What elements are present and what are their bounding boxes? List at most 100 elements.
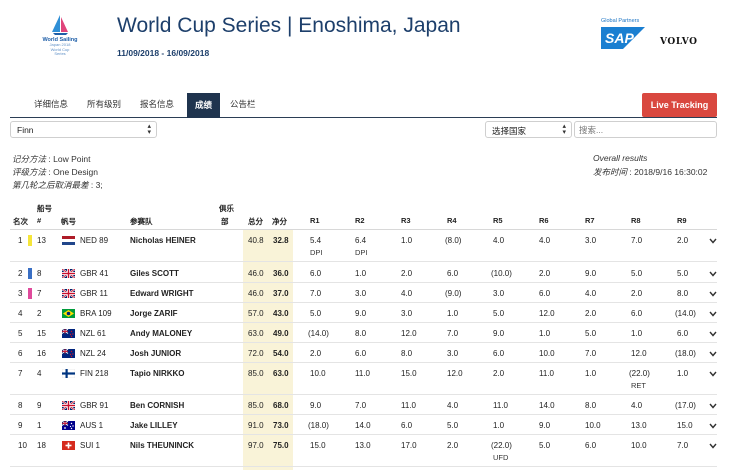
expand-chevron-icon[interactable] — [709, 350, 717, 357]
total-score-cell: 40.8 — [248, 236, 264, 245]
col-race-6[interactable]: R6 — [539, 216, 549, 225]
race-score-cell: 8.0 — [401, 349, 413, 358]
race-penalty-code: UFD — [493, 453, 509, 462]
col-race-3[interactable]: R3 — [401, 216, 411, 225]
tab-details[interactable]: 详细信息 — [34, 99, 69, 109]
col-race-9[interactable]: R9 — [677, 216, 687, 225]
race-score-cell: 3.0 — [585, 236, 597, 245]
sailor-name-link[interactable]: Nils THEUNINCK — [130, 441, 195, 450]
table-row[interactable] — [10, 363, 717, 395]
expand-chevron-icon[interactable] — [709, 422, 717, 429]
race-score-cell: 12.0 — [401, 329, 417, 338]
live-tracking-button[interactable]: Live Tracking — [642, 93, 717, 117]
col-race-8[interactable]: R8 — [631, 216, 641, 225]
table-row[interactable] — [10, 343, 717, 363]
sailor-name-link[interactable]: Tapio NIRKKO — [130, 369, 185, 378]
table-row[interactable] — [10, 230, 717, 262]
col-race-7[interactable]: R7 — [585, 216, 595, 225]
scoring-label: 记分方法 — [12, 154, 47, 164]
col-race-1[interactable]: R1 — [310, 216, 320, 225]
sailor-name-link[interactable]: Edward WRIGHT — [130, 289, 194, 298]
race-score-cell: 9.0 — [539, 421, 551, 430]
table-row[interactable] — [10, 283, 717, 303]
rating-value: One Design — [53, 167, 98, 177]
col-total[interactable]: 总分 — [248, 217, 263, 226]
table-row[interactable] — [10, 415, 717, 435]
sap-logo[interactable]: SAP — [601, 27, 645, 49]
flag-nzl-icon — [61, 328, 75, 338]
sailor-name-link[interactable]: Nicholas HEINER — [130, 236, 196, 245]
sap-logo-icon — [601, 27, 645, 49]
world-sailing-logo[interactable]: World Sailing Japan 2018 World Cup Serie… — [38, 14, 82, 62]
race-penalty-code: DPI — [310, 248, 323, 257]
expand-chevron-icon[interactable] — [709, 237, 717, 244]
country-select[interactable]: 选择国家 ▴ ▾ — [485, 121, 572, 138]
race-score-cell: 5.0 — [447, 421, 459, 430]
class-select[interactable]: Finn ▴ ▾ — [10, 121, 157, 138]
race-score-cell: 3.0 — [401, 309, 413, 318]
sail-number-cell: GBR 11 — [80, 289, 108, 298]
race-score-cell: 4.0 — [493, 236, 505, 245]
scoring-value: Low Point — [53, 154, 91, 164]
col-sail[interactable]: 帆号 — [61, 217, 76, 226]
col-race-2[interactable]: R2 — [355, 216, 365, 225]
col-rank[interactable]: 名次 — [13, 217, 28, 226]
tab-notice-board[interactable]: 公告栏 — [230, 99, 256, 109]
volvo-logo[interactable]: VOLVO — [660, 37, 698, 47]
race-score-cell: 17.0 — [401, 441, 417, 450]
tab-all-classes[interactable]: 所有级别 — [87, 99, 122, 109]
col-bow[interactable]: # — [37, 216, 42, 225]
sailor-name-link[interactable]: Jorge ZARIF — [130, 309, 178, 318]
col-race-4[interactable]: R4 — [447, 216, 457, 225]
expand-chevron-icon[interactable] — [709, 330, 717, 337]
race-score-cell: 7.0 — [447, 329, 459, 338]
search-input[interactable] — [574, 121, 717, 138]
sailor-name-link[interactable]: Josh JUNIOR — [130, 349, 182, 358]
col-team[interactable]: 参赛队 — [130, 217, 153, 226]
race-score-cell: 13.0 — [355, 441, 371, 450]
race-score-cell: (22.0) — [629, 369, 650, 378]
race-score-cell: 12.0 — [539, 309, 555, 318]
race-score-cell: 6.0 — [677, 329, 689, 338]
flag-aus-icon — [61, 420, 75, 430]
net-score-cell: 68.0 — [273, 401, 289, 410]
col-race-5[interactable]: R5 — [493, 216, 503, 225]
table-row[interactable] — [10, 263, 717, 283]
sail-number-cell: NED 89 — [80, 236, 109, 245]
tab-results[interactable]: 成绩 — [187, 93, 221, 118]
sailor-name-link[interactable]: Jake LILLEY — [130, 421, 178, 430]
sailor-name-link[interactable]: Giles SCOTT — [130, 269, 179, 278]
tab-entries[interactable]: 报名信息 — [140, 99, 175, 109]
table-row[interactable] — [10, 323, 717, 343]
race-score-cell: 6.4 — [355, 236, 367, 245]
expand-chevron-icon[interactable] — [709, 310, 717, 317]
race-score-cell: 4.0 — [631, 401, 643, 410]
expand-chevron-icon[interactable] — [709, 370, 717, 377]
col-net[interactable]: 净分 — [272, 217, 287, 226]
logo-text-1: World Sailing — [42, 37, 78, 43]
sail-logo-icon — [52, 15, 68, 35]
expand-chevron-icon[interactable] — [709, 270, 717, 277]
race-score-cell: 8.0 — [355, 329, 367, 338]
race-score-cell: 7.0 — [355, 401, 367, 410]
discard-label: 第几轮之后取消最差 — [12, 180, 89, 190]
race-score-cell: 7.0 — [310, 289, 322, 298]
sailor-name-link[interactable]: Andy MALONEY — [130, 329, 193, 338]
rank-cell: 8 — [18, 401, 23, 410]
race-score-cell: 7.0 — [585, 349, 597, 358]
table-row[interactable] — [10, 395, 717, 415]
race-score-cell: (18.0) — [308, 421, 329, 430]
race-score-cell: 6.0 — [447, 269, 459, 278]
bow-number-cell: 13 — [37, 236, 46, 245]
table-row[interactable] — [10, 435, 717, 467]
bow-number-cell: 9 — [37, 401, 42, 410]
race-score-cell: 2.0 — [493, 369, 505, 378]
flag-sui-icon — [62, 441, 75, 450]
race-score-cell: 6.0 — [539, 289, 551, 298]
sailor-name-link[interactable]: Ben CORNISH — [130, 401, 185, 410]
table-row[interactable] — [10, 303, 717, 323]
expand-chevron-icon[interactable] — [709, 442, 717, 449]
expand-chevron-icon[interactable] — [709, 290, 717, 297]
partners-label: Global Partners — [601, 18, 640, 24]
expand-chevron-icon[interactable] — [709, 402, 717, 409]
